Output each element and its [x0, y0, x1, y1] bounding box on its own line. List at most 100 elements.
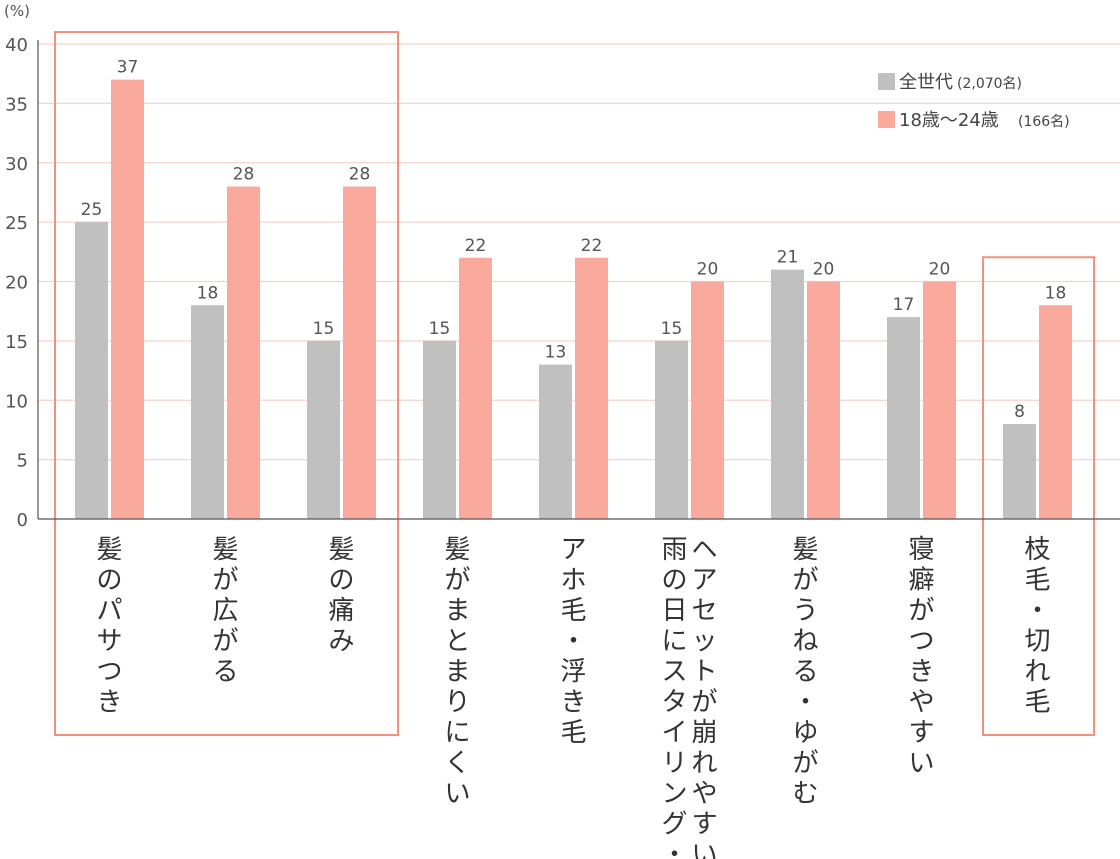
category-label-char: パ — [96, 596, 122, 626]
category-label-char: き — [560, 688, 586, 718]
category-label-char: ま — [444, 596, 470, 626]
category-label-char: ね — [792, 627, 818, 657]
data-label: 15 — [661, 319, 683, 339]
y-tick-label: 20 — [5, 273, 28, 294]
category-label-char: つ — [96, 657, 122, 687]
highlight-box — [982, 256, 1095, 736]
bar-18-24 — [691, 281, 724, 519]
category-label-char: 髪 — [96, 535, 122, 565]
bar-18-24 — [1039, 305, 1072, 519]
category-label-char: 日 — [661, 596, 687, 626]
data-labels: 25 18 15 15 13 15 21 17 8 37 28 28 22 22 20 20 20 18 — [81, 58, 1067, 422]
category-label-char: リ — [661, 749, 687, 779]
y-unit-label: (%) — [4, 2, 30, 20]
axes: 0 5 10 15 20 25 30 35 40 — [5, 35, 1120, 531]
category-label-char: ま — [444, 657, 470, 687]
category-label-char: 髪 — [444, 535, 470, 565]
y-tick-label: 35 — [5, 94, 28, 115]
category-label-char: が — [212, 566, 238, 596]
category-label-char: 毛 — [560, 596, 586, 626]
data-label: 28 — [233, 165, 255, 185]
category-label-char: ・ — [1024, 596, 1050, 626]
category-label-char: や — [691, 779, 717, 809]
category-label-char: ッ — [691, 627, 717, 657]
category-label-char: 髪 — [792, 535, 818, 565]
category-label-char: 雨 — [661, 535, 687, 565]
bar-all-ages — [191, 305, 224, 519]
category-label-char: 痛 — [328, 596, 354, 626]
bar-18-24 — [459, 257, 492, 519]
category-label-char: 枝 — [1024, 535, 1050, 565]
category-label-char: が — [691, 688, 717, 718]
category-label-char: に — [661, 627, 687, 657]
category-label-char: き — [96, 688, 122, 718]
y-tick-label: 15 — [5, 332, 28, 353]
highlight-box — [54, 31, 399, 736]
y-tick-label: 40 — [5, 35, 28, 56]
category-label-char: き — [908, 657, 934, 687]
bar-18-24 — [807, 281, 840, 519]
bar-all-ages — [307, 340, 340, 519]
bar-18-24 — [923, 281, 956, 519]
category-label-char: 崩 — [691, 718, 717, 748]
category-label-char: が — [212, 627, 238, 657]
category-label-char: ホ — [560, 566, 586, 596]
category-label-char: る — [792, 657, 818, 687]
category-label-char: 癖 — [908, 566, 934, 596]
bar-all-ages — [75, 222, 108, 519]
category-label-char: 髪 — [212, 535, 238, 565]
category-label-char: う — [792, 596, 818, 626]
data-label: 17 — [893, 295, 915, 315]
y-tick-label: 0 — [17, 510, 28, 531]
category-label-char: い — [444, 779, 470, 809]
legend-label-all-ages: 全世代 — [899, 72, 953, 93]
category-label-char: サ — [96, 627, 122, 657]
category-label-char: い — [908, 749, 934, 779]
bar-18-24 — [575, 257, 608, 519]
category-label-char: ヘ — [691, 535, 717, 565]
bar-all-ages — [1003, 424, 1036, 519]
category-label-char: タ — [661, 688, 687, 718]
category-label-char: ・ — [560, 627, 586, 657]
legend-swatch-18-24 — [878, 111, 895, 128]
data-label: 8 — [1014, 402, 1025, 422]
category-label-char: の — [328, 566, 354, 596]
category-label-char: 毛 — [560, 718, 586, 748]
data-label: 18 — [197, 283, 219, 303]
bars — [75, 79, 1072, 519]
category-label-char: グ — [661, 810, 687, 840]
category-label-char: つ — [908, 627, 934, 657]
category-label-char: イ — [661, 718, 687, 748]
data-label: 37 — [117, 58, 139, 78]
category-label-char: 切 — [1024, 627, 1050, 657]
category-label-char: と — [444, 627, 470, 657]
category-label-char: の — [96, 566, 122, 596]
category-label-char: ゆ — [792, 718, 818, 748]
data-label: 21 — [777, 248, 799, 268]
data-label: 13 — [545, 343, 567, 363]
data-label: 15 — [313, 319, 335, 339]
category-label-char: い — [691, 840, 717, 859]
y-tick-label: 5 — [17, 451, 28, 472]
category-label-char: れ — [1024, 657, 1050, 687]
category-labels: 髪のパサつき髪が広がる髪の痛み髪がまとまりにくいアホ毛・浮き毛雨の日にスタイリン… — [96, 535, 1050, 859]
data-label: 15 — [429, 319, 451, 339]
category-label-char: ト — [691, 657, 717, 687]
data-label: 20 — [697, 260, 719, 280]
category-label-char: ン — [661, 779, 687, 809]
category-label-char: 髪 — [328, 535, 354, 565]
highlight-boxes — [54, 31, 1095, 736]
legend-sample-all-ages: (2,070名) — [957, 76, 1022, 92]
category-label-char: に — [444, 718, 470, 748]
category-label-char: ・ — [661, 840, 687, 859]
legend-sample-18-24: (166名) — [1018, 114, 1070, 130]
y-tick-label: 30 — [5, 154, 28, 175]
data-label: 18 — [1045, 283, 1067, 303]
bar-all-ages — [771, 269, 804, 519]
legend: 全世代 (2,070名) 18歳〜24歳 (166名) — [878, 72, 1070, 131]
bar-all-ages — [887, 317, 920, 519]
data-label: 22 — [581, 236, 603, 256]
category-label-char: る — [212, 657, 238, 687]
data-label: 25 — [81, 200, 103, 220]
